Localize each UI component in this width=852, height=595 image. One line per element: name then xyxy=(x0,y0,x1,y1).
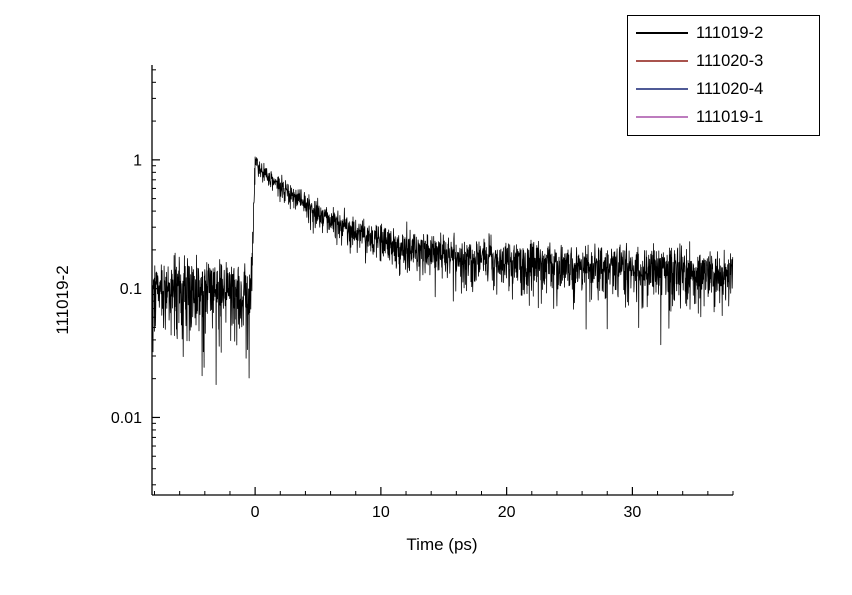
y-tick-label: 1 xyxy=(133,152,142,169)
x-tick-label: 0 xyxy=(251,504,260,521)
legend-entry: 111019-1 xyxy=(628,103,819,131)
legend-entry: 111019-2 xyxy=(628,19,819,47)
legend-line-swatch xyxy=(636,60,688,62)
x-tick-label: 30 xyxy=(623,504,641,521)
legend-line-swatch xyxy=(636,32,688,34)
x-tick-label: 20 xyxy=(498,504,516,521)
data-trace-111019-2 xyxy=(151,156,734,385)
legend-label: 111019-1 xyxy=(696,107,764,126)
x-tick-label: 10 xyxy=(372,504,390,521)
legend-line-swatch xyxy=(636,88,688,90)
legend: 111019-2 111020-3 111020-4 111019-1 xyxy=(627,15,820,136)
y-tick-label: 0.1 xyxy=(120,281,142,298)
y-axis-label: 111019-2 xyxy=(53,265,72,335)
legend-entry: 111020-4 xyxy=(628,75,819,103)
legend-label: 111020-3 xyxy=(696,51,764,70)
legend-entry: 111020-3 xyxy=(628,47,819,75)
legend-line-swatch xyxy=(636,116,688,118)
legend-label: 111020-4 xyxy=(696,79,764,98)
legend-label: 111019-2 xyxy=(696,23,764,42)
y-tick-label: 0.01 xyxy=(111,410,142,427)
x-axis-label: Time (ps) xyxy=(406,535,478,554)
